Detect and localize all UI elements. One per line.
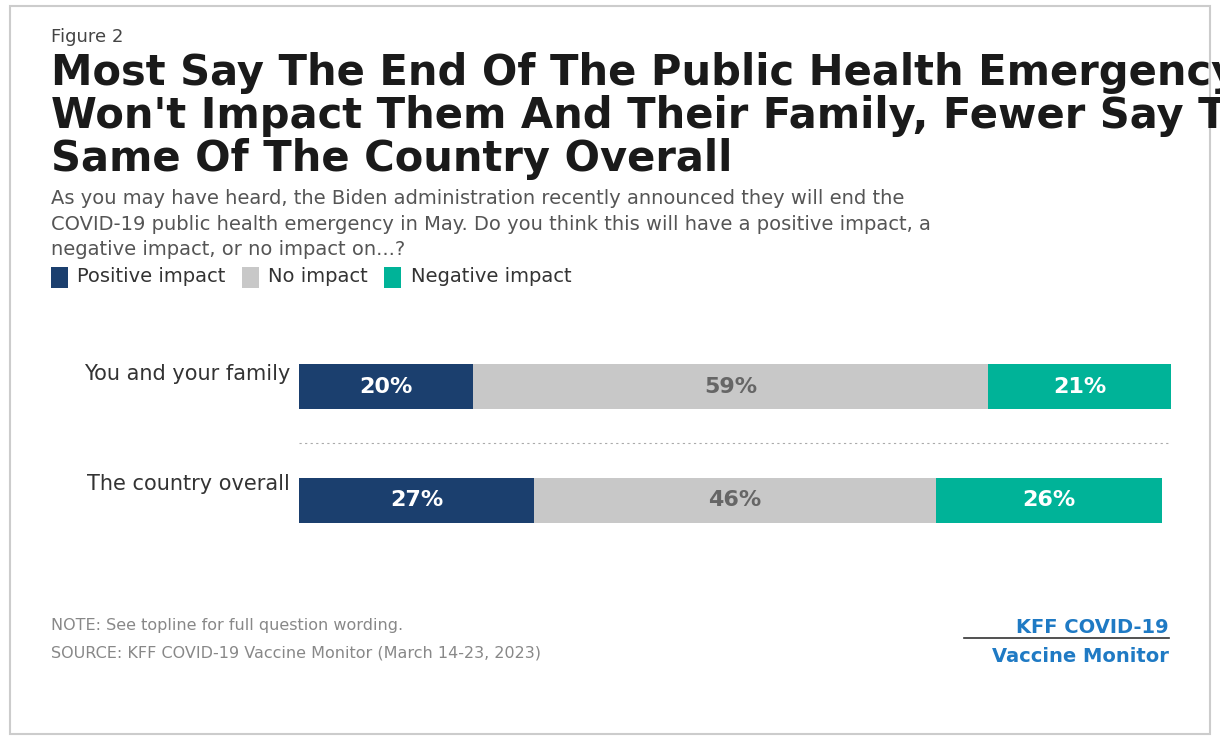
Text: Same Of The Country Overall: Same Of The Country Overall [51, 138, 733, 180]
Text: negative impact, or no impact on...?: negative impact, or no impact on...? [51, 240, 405, 260]
Text: KFF COVID-19: KFF COVID-19 [1016, 618, 1169, 637]
Text: 26%: 26% [1022, 491, 1076, 511]
Text: COVID-19 public health emergency in May. Do you think this will have a positive : COVID-19 public health emergency in May.… [51, 215, 931, 234]
Text: 27%: 27% [390, 491, 443, 511]
Text: 20%: 20% [360, 377, 412, 397]
Text: 59%: 59% [704, 377, 758, 397]
Bar [936, 477, 1163, 523]
Text: 46%: 46% [709, 491, 761, 511]
Text: SOURCE: KFF COVID-19 Vaccine Monitor (March 14-23, 2023): SOURCE: KFF COVID-19 Vaccine Monitor (Ma… [51, 645, 542, 660]
Text: Figure 2: Figure 2 [51, 28, 123, 46]
Bar [988, 364, 1171, 409]
Text: 21%: 21% [1053, 377, 1107, 397]
Text: Most Say The End Of The Public Health Emergency: Most Say The End Of The Public Health Em… [51, 52, 1220, 94]
Text: Negative impact: Negative impact [411, 266, 571, 286]
Text: As you may have heard, the Biden administration recently announced they will end: As you may have heard, the Biden adminis… [51, 189, 904, 208]
Bar [534, 477, 936, 523]
Bar [299, 364, 473, 409]
Text: You and your family: You and your family [84, 364, 290, 385]
Text: Positive impact: Positive impact [78, 266, 226, 286]
Text: The country overall: The country overall [88, 474, 290, 494]
Text: Vaccine Monitor: Vaccine Monitor [992, 648, 1169, 667]
Text: No impact: No impact [268, 266, 368, 286]
Bar [299, 477, 534, 523]
Text: NOTE: See topline for full question wording.: NOTE: See topline for full question word… [51, 618, 404, 633]
Bar [473, 364, 988, 409]
Text: Won't Impact Them And Their Family, Fewer Say The: Won't Impact Them And Their Family, Fewe… [51, 95, 1220, 137]
